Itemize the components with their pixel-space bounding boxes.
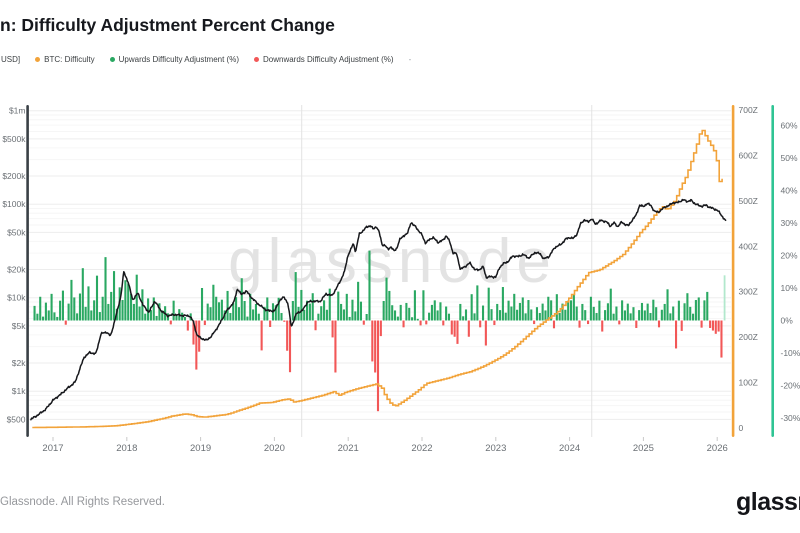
glassnode-logo: glassnode [736, 488, 800, 522]
price-axis-tick: $10k [7, 293, 26, 303]
legend-item-label: - [408, 55, 412, 64]
price-axis-tick: $500 [7, 414, 26, 424]
legend-dot-icon [109, 57, 115, 62]
year-axis-tick: 2020 [264, 443, 285, 454]
price-axis-tick: $50k [7, 227, 26, 237]
year-axis-tick: 2023 [485, 443, 506, 454]
legend-dot-icon [35, 57, 41, 62]
year-axis-tick: 2018 [116, 443, 137, 454]
percent-axis-tick: -30% [781, 413, 800, 423]
axis-labels: $1m $500k $200k $100k $50k $20k $10k $5k $2k $1k $… [2, 105, 800, 454]
page-title: n: Difficulty Adjustment Percent Change [0, 15, 335, 35]
percent-axis-tick: 20% [781, 251, 798, 261]
legend-item-label: USD] [1, 55, 21, 64]
year-axis-tick: 2024 [559, 443, 580, 454]
difficulty-axis-tick: 200Z [739, 332, 758, 342]
percent-axis-tick: 0% [781, 316, 794, 326]
difficulty-axis-tick: 0 [739, 423, 744, 433]
legend-dot-icon [254, 57, 259, 62]
series-lines [30, 129, 727, 429]
difficulty-adjustment-bars [33, 250, 726, 412]
difficulty-axis-tick: 500Z [739, 196, 758, 206]
price-axis-tick: $100k [2, 199, 26, 209]
legend-item-label: Upwards Difficulty Adjustment (%) [118, 55, 239, 64]
chart-legend: USD] BTC: Difficulty Upwards Difficulty Ad… [1, 55, 411, 64]
legend-item-label: BTC: Difficulty [44, 55, 95, 64]
difficulty-axis-tick: 400Z [739, 241, 758, 251]
legend-item-label: Downwards Difficulty Adjustment (%) [263, 55, 394, 64]
year-axis-tick: 2026 [707, 443, 728, 454]
difficulty-axis-tick: 300Z [739, 287, 758, 297]
percent-axis-tick: 50% [781, 153, 798, 163]
price-axis-tick: $500k [2, 134, 26, 144]
legend-item[interactable]: Upwards Difficulty Adjustment (%) [109, 55, 239, 64]
difficulty-axis-tick: 600Z [739, 150, 758, 160]
price-axis-tick: $1m [9, 106, 26, 116]
year-axis-tick: 2025 [633, 443, 654, 454]
year-axis-tick: 2017 [42, 443, 63, 454]
legend-item[interactable]: BTC: Difficulty [35, 55, 95, 64]
percent-axis-tick: -10% [781, 348, 800, 358]
axis-bars [26, 105, 774, 437]
percent-axis-tick: 40% [781, 186, 798, 196]
price-axis-tick: $5k [12, 321, 26, 331]
difficulty-axis-tick: 100Z [739, 378, 758, 388]
glassnode-wordmark-text: glassnode [736, 488, 800, 516]
percent-axis-tick: 60% [781, 121, 798, 131]
copyright-text: Glassnode. All Rights Reserved. [0, 496, 165, 508]
year-axis-tick: 2019 [190, 443, 211, 454]
legend-item[interactable]: Downwards Difficulty Adjustment (%) [254, 55, 394, 64]
glassnode-watermark: glassnode [228, 227, 556, 296]
legend-item[interactable]: - [409, 55, 412, 64]
price-axis-tick: $200k [2, 171, 26, 181]
price-axis-tick: $1k [12, 386, 26, 396]
percent-axis-tick: -20% [781, 381, 800, 391]
year-axis-tick: 2022 [411, 443, 432, 454]
price-axis-tick: $20k [7, 265, 26, 275]
price-axis-tick: $2k [12, 358, 26, 368]
year-axis-tick: 2021 [338, 443, 359, 454]
percent-axis-tick: 10% [781, 283, 798, 293]
percent-axis-tick: 30% [781, 218, 798, 228]
difficulty-axis-tick: 700Z [739, 105, 758, 115]
legend-item[interactable]: USD] [1, 55, 20, 64]
